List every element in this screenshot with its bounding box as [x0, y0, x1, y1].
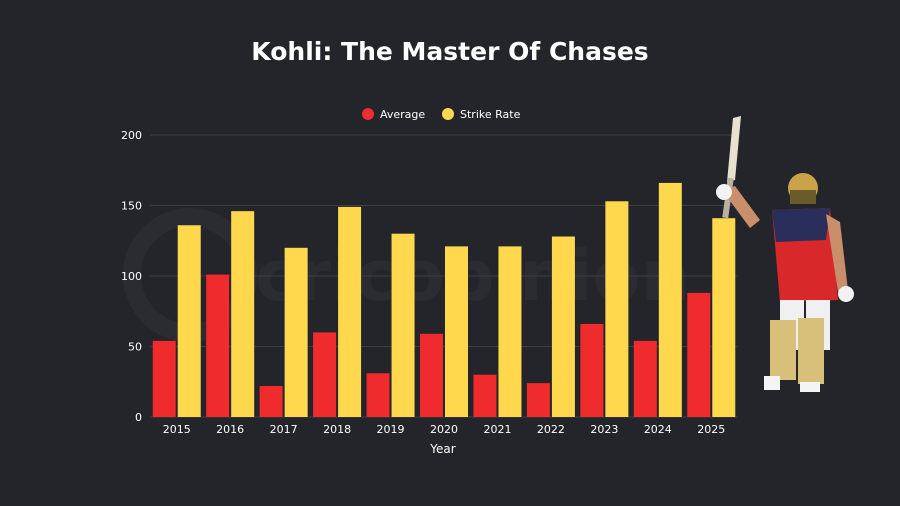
y-tick-label: 150: [121, 200, 142, 213]
bar-average-2018: [313, 332, 337, 417]
bar-strike-rate-2025: [712, 218, 736, 417]
bar-average-2023: [580, 323, 604, 417]
legend-marker: [442, 108, 454, 120]
y-tick-label: 200: [121, 129, 142, 142]
x-tick-label: 2018: [323, 423, 351, 436]
x-tick-label: 2016: [216, 423, 244, 436]
bar-average-2024: [633, 340, 657, 417]
bar-strike-rate-2023: [605, 201, 629, 417]
x-tick-label: 2021: [483, 423, 511, 436]
x-tick-label: 2024: [644, 423, 672, 436]
legend-marker: [362, 108, 374, 120]
y-tick-label: 50: [128, 341, 142, 354]
player-illustration: [716, 116, 854, 392]
legend-label: Strike Rate: [460, 108, 521, 121]
x-tick-label: 2025: [697, 423, 725, 436]
bar-strike-rate-2024: [658, 182, 682, 417]
bar-average-2021: [473, 374, 497, 417]
x-tick-label: 2019: [377, 423, 405, 436]
bar-average-2025: [687, 292, 711, 417]
bar-average-2020: [420, 333, 443, 417]
bar-strike-rate-2022: [551, 236, 575, 417]
y-axis-ticks: 0 50 100 150 200: [121, 129, 142, 424]
bar-strike-rate-2015: [177, 225, 201, 417]
bar-average-2016: [206, 274, 230, 417]
bar-strike-rate-2018: [338, 206, 362, 417]
bar-strike-rate-2016: [231, 211, 255, 417]
bar-average-2017: [259, 385, 283, 417]
bars: [152, 182, 736, 417]
chart-title: Kohli: The Master Of Chases: [251, 37, 648, 66]
x-tick-label: 2020: [430, 423, 458, 436]
x-tick-label: 2015: [163, 423, 191, 436]
x-axis-label: Year: [429, 442, 455, 456]
y-tick-label: 100: [121, 270, 142, 283]
x-tick-label: 2022: [537, 423, 565, 436]
bar-strike-rate-2017: [284, 247, 308, 417]
legend-label: Average: [380, 108, 425, 121]
x-axis-ticks: 2015 2016 2017 2018 2019 2020 2021 2022 2023 2024…: [163, 423, 726, 436]
bar-average-2015: [152, 340, 176, 417]
legend: Average Strike Rate: [362, 108, 521, 121]
x-tick-label: 2023: [590, 423, 618, 436]
y-tick-label: 0: [135, 411, 142, 424]
x-tick-label: 2017: [270, 423, 298, 436]
bar-strike-rate-2021: [498, 246, 522, 417]
bar-strike-rate-2019: [391, 233, 415, 417]
bar-average-2019: [366, 373, 390, 417]
bar-average-2022: [526, 383, 550, 417]
bar-strike-rate-2020: [445, 246, 468, 417]
